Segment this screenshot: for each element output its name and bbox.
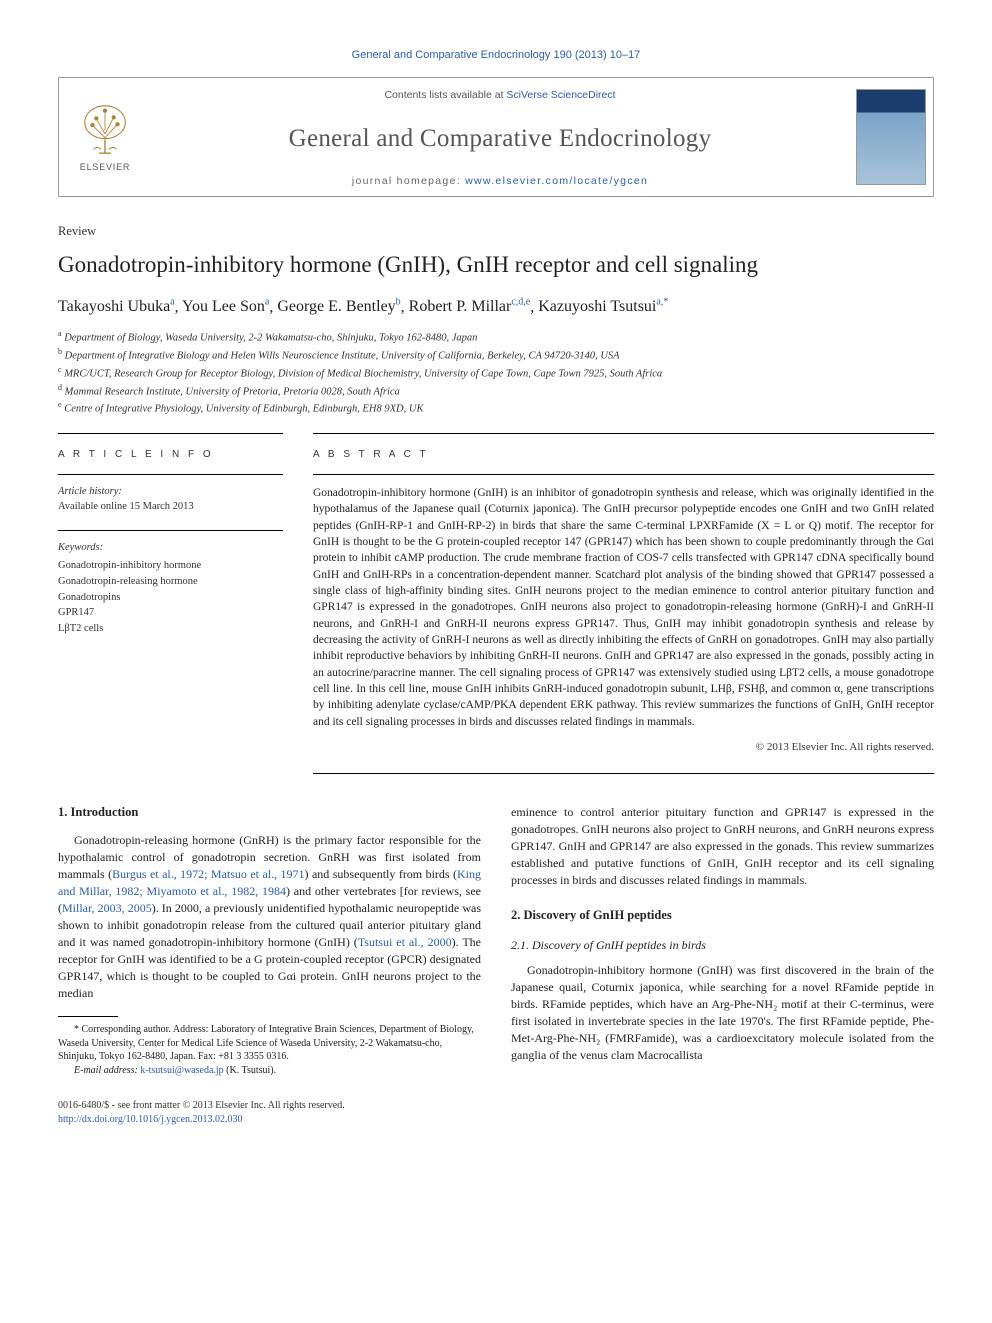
journal-title: General and Comparative Endocrinology — [151, 121, 849, 156]
keyword: Gonadotropins — [58, 590, 283, 606]
citation-link[interactable]: Burgus et al., 1972; Matsuo et al., 1971 — [112, 867, 304, 881]
author: Kazuyoshi Tsutsuia,* — [538, 298, 668, 315]
sciencedirect-link[interactable]: SciVerse ScienceDirect — [506, 89, 615, 101]
affiliation: b Department of Integrative Biology and … — [58, 346, 934, 364]
section-heading-intro: 1. Introduction — [58, 804, 481, 822]
abstract-text: Gonadotropin-inhibitory hormone (GnIH) i… — [313, 485, 934, 730]
cover-image — [856, 89, 926, 185]
affiliation: a Department of Biology, Waseda Universi… — [58, 328, 934, 346]
elsevier-tree-icon — [76, 101, 134, 159]
author: Robert P. Millarc,d,e — [409, 298, 531, 315]
author: You Lee Sona — [182, 298, 269, 315]
corresponding-author-footnote: * Corresponding author. Address: Laborat… — [58, 1023, 481, 1064]
keywords-label: Keywords: — [58, 541, 283, 556]
email-footnote: E-mail address: k-tsutsui@waseda.jp (K. … — [58, 1064, 481, 1078]
citation-link[interactable]: Millar, 2003, 2005 — [62, 901, 152, 915]
body-left-column: 1. Introduction Gonadotropin-releasing h… — [58, 804, 481, 1077]
keyword: Gonadotropin-releasing hormone — [58, 574, 283, 590]
page-footer: 0016-6480/$ - see front matter © 2013 El… — [58, 1099, 934, 1126]
author-list: Takayoshi Ubukaa, You Lee Sona, George E… — [58, 296, 934, 319]
keywords-list: Gonadotropin-inhibitory hormone Gonadotr… — [58, 558, 283, 637]
homepage-line: journal homepage: www.elsevier.com/locat… — [151, 174, 849, 189]
history-value: Available online 15 March 2013 — [58, 500, 283, 515]
author: George E. Bentleyb — [277, 298, 400, 315]
affiliation: c MRC/UCT, Research Group for Receptor B… — [58, 364, 934, 382]
citation-link[interactable]: Tsutsui et al., 2000 — [358, 935, 452, 949]
intro-continuation: eminence to control anterior pituitary f… — [511, 804, 934, 889]
abstract-column: A B S T R A C T Gonadotropin-inhibitory … — [313, 433, 934, 774]
keyword: GPR147 — [58, 605, 283, 621]
article-title: Gonadotropin-inhibitory hormone (GnIH), … — [58, 251, 934, 280]
header-center: Contents lists available at SciVerse Sci… — [151, 78, 849, 196]
article-type: Review — [58, 223, 934, 241]
contents-prefix: Contents lists available at — [384, 89, 506, 101]
subsection-heading-birds: 2.1. Discovery of GnIH peptides in birds — [511, 937, 934, 954]
discovery-paragraph: Gonadotropin-inhibitory hormone (GnIH) w… — [511, 962, 934, 1064]
elsevier-label: ELSEVIER — [80, 161, 130, 174]
homepage-prefix: journal homepage: — [352, 175, 465, 187]
author: Takayoshi Ubukaa — [58, 298, 175, 315]
keyword: Gonadotropin-inhibitory hormone — [58, 558, 283, 574]
affiliation: d Mammal Research Institute, University … — [58, 382, 934, 400]
journal-reference: General and Comparative Endocrinology 19… — [58, 48, 934, 63]
intro-paragraph: Gonadotropin-releasing hormone (GnRH) is… — [58, 832, 481, 1002]
affiliation: e Centre of Integrative Physiology, Univ… — [58, 399, 934, 417]
body-right-column: eminence to control anterior pituitary f… — [511, 804, 934, 1077]
elsevier-logo[interactable]: ELSEVIER — [59, 78, 151, 196]
abstract-label: A B S T R A C T — [313, 448, 934, 462]
history-label: Article history: — [58, 485, 283, 500]
homepage-link[interactable]: www.elsevier.com/locate/ygcen — [465, 175, 648, 187]
keyword: LβT2 cells — [58, 621, 283, 637]
section-heading-discovery: 2. Discovery of GnIH peptides — [511, 907, 934, 925]
journal-cover-thumb[interactable] — [849, 78, 933, 196]
email-link[interactable]: k-tsutsui@waseda.jp — [140, 1065, 223, 1076]
affiliation-list: a Department of Biology, Waseda Universi… — [58, 328, 934, 417]
article-info-label: A R T I C L E I N F O — [58, 448, 283, 462]
journal-header-box: ELSEVIER Contents lists available at Sci… — [58, 77, 934, 197]
article-info-column: A R T I C L E I N F O Article history: A… — [58, 433, 283, 774]
front-matter-line: 0016-6480/$ - see front matter © 2013 El… — [58, 1099, 934, 1113]
copyright-line: © 2013 Elsevier Inc. All rights reserved… — [313, 740, 934, 755]
doi-link[interactable]: http://dx.doi.org/10.1016/j.ygcen.2013.0… — [58, 1114, 243, 1125]
contents-line: Contents lists available at SciVerse Sci… — [151, 88, 849, 103]
